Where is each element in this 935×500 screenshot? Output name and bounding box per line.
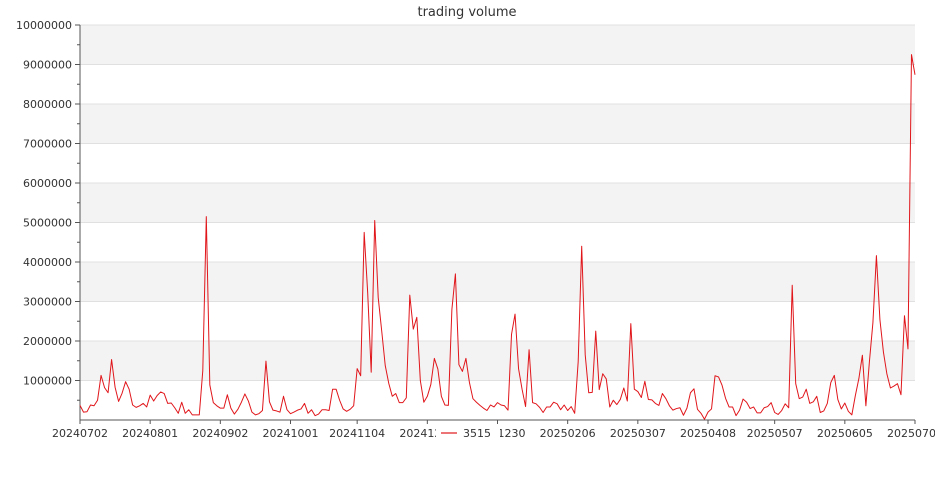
x-tick-label: 20250408 (680, 427, 736, 440)
y-tick-label: 6000000 (23, 177, 72, 190)
grid-band (80, 262, 915, 302)
grid-band (80, 183, 915, 223)
y-tick-label: 3000000 (23, 296, 72, 309)
x-tick-label: 20241104 (329, 427, 385, 440)
y-tick-label: 5000000 (23, 217, 72, 230)
y-tick-label: 4000000 (23, 256, 72, 269)
x-tick-label: 20250206 (540, 427, 596, 440)
y-tick-label: 7000000 (23, 138, 72, 151)
grid-lines (80, 24, 915, 381)
grid-band (80, 341, 915, 381)
x-tick-label: 20250507 (747, 427, 803, 440)
x-tick-label: 20240702 (52, 427, 108, 440)
alternating-bands (80, 25, 915, 381)
x-tick-label: 20240902 (192, 427, 248, 440)
y-tick-label: 2000000 (23, 335, 72, 348)
y-tick-label: 1000000 (23, 375, 72, 388)
series-line-3515 (79, 54, 916, 420)
chart-title: trading volume (417, 5, 516, 20)
legend-label: 3515 (463, 427, 491, 440)
y-tick-label: 10000000 (16, 19, 72, 32)
grid-band (80, 25, 915, 65)
y-tick-label: 9000000 (23, 59, 72, 72)
y-tick-label: 8000000 (23, 98, 72, 111)
series-layer (79, 54, 916, 420)
x-tick-label: 20250307 (610, 427, 666, 440)
x-tick-label: 20240801 (122, 427, 178, 440)
grid-band (80, 104, 915, 144)
legend[interactable]: 3515 (436, 424, 500, 442)
x-tick-label: 20241001 (263, 427, 319, 440)
x-tick-label: 20250605 (817, 427, 873, 440)
legend-background (436, 424, 500, 442)
y-axis-ticks: 1000000 2000000 3000000 4000000 5000000 60000… (16, 19, 80, 401)
